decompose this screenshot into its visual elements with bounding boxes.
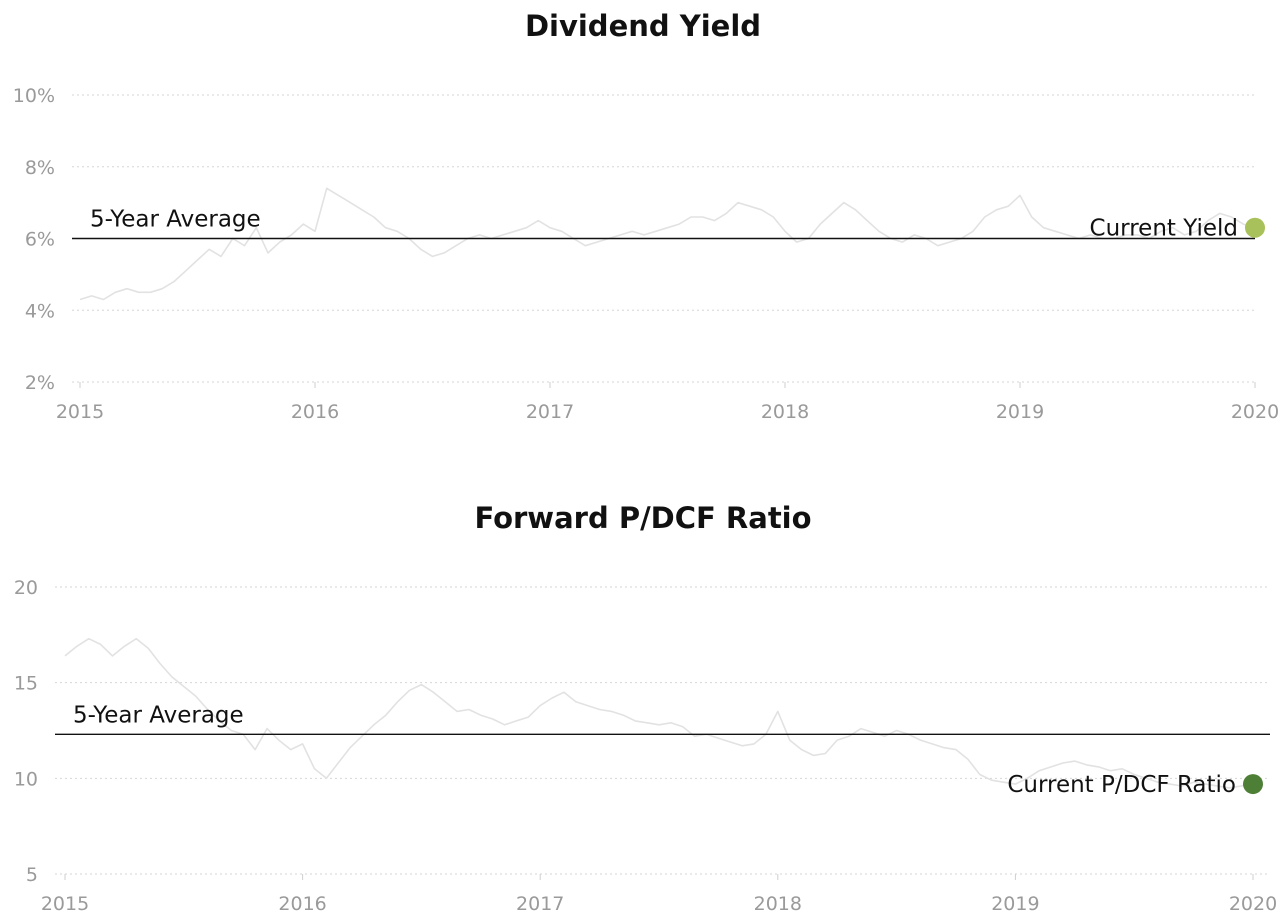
x-tick-label: 2019 [996, 401, 1044, 423]
current-label: Current P/DCF Ratio [1007, 772, 1236, 798]
y-tick-label: 20 [14, 577, 38, 599]
y-tick-label: 2% [25, 372, 55, 394]
x-tick-label: 2015 [41, 893, 89, 915]
current-marker [1245, 217, 1265, 238]
y-tick-label: 10% [13, 85, 55, 107]
average-label: 5-Year Average [90, 207, 261, 233]
x-tick-label: 2018 [754, 893, 802, 915]
x-tick-label: 2019 [991, 893, 1039, 915]
x-tick-label: 2020 [1229, 893, 1277, 915]
average-label: 5-Year Average [73, 702, 244, 728]
x-tick-label: 2018 [761, 401, 809, 423]
chart-title: Dividend Yield [525, 9, 761, 43]
series-line [79, 187, 1256, 301]
current-marker [1243, 774, 1263, 795]
x-tick-label: 2016 [291, 401, 339, 423]
y-tick-label: 5 [26, 864, 38, 886]
current-label: Current Yield [1090, 216, 1238, 242]
forward-p-dcf-chart: Forward P/DCF Ratio 5 10 15 20 2015 2016 2017 2… [14, 501, 1277, 915]
x-tick-label: 2017 [516, 893, 564, 915]
y-tick-label: 15 [14, 673, 38, 695]
chart-title: Forward P/DCF Ratio [474, 501, 811, 535]
series-line [64, 637, 1254, 789]
x-tick-label: 2016 [278, 893, 326, 915]
y-tick-label: 10 [14, 768, 38, 790]
x-tick-label: 2020 [1231, 401, 1279, 423]
x-tick-label: 2015 [56, 401, 104, 423]
dividend-yield-chart: Dividend Yield 2% 4% 6% 8% 10% 2015 2016 2017 20… [13, 9, 1279, 423]
y-tick-label: 8% [25, 157, 55, 179]
y-tick-label: 4% [25, 300, 55, 322]
x-tick-label: 2017 [526, 401, 574, 423]
y-tick-label: 6% [25, 229, 55, 251]
